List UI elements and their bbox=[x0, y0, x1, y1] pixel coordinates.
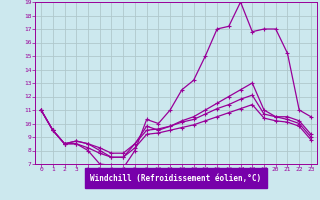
X-axis label: Windchill (Refroidissement éolien,°C): Windchill (Refroidissement éolien,°C) bbox=[91, 174, 261, 183]
